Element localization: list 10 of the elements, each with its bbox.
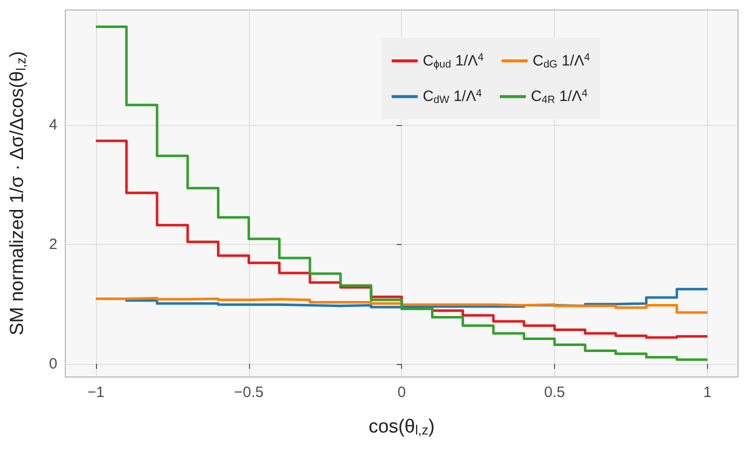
y-tick-label: 2: [48, 236, 58, 253]
y-axis-title: SM normalized 1/σ · Δσ/Δcos(θl,z): [7, 51, 28, 336]
x-axis-title: cos(θl,z): [368, 416, 435, 438]
x-tick-label: 0.5: [544, 384, 565, 401]
y-tick-label: 4: [48, 116, 58, 134]
y-tick-label: 0: [48, 355, 58, 372]
x-tick-label: −1: [87, 384, 104, 401]
x-tick-label: −0.5: [234, 384, 264, 401]
x-tick-label: 0: [397, 384, 406, 401]
x-tick-label: 1: [703, 384, 712, 401]
